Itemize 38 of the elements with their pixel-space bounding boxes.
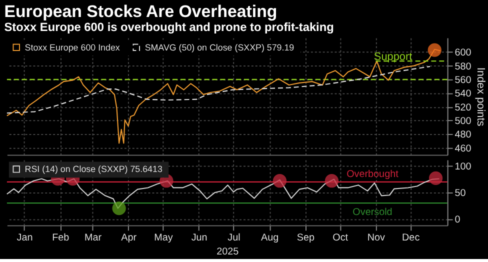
y-tick-label: 0 (454, 214, 461, 226)
chart-subtitle: Stoxx Europe 600 is overbought and prone to profit-taking (4, 20, 334, 34)
point (324, 174, 339, 188)
x-tick-label: Feb (52, 232, 70, 244)
y-tick-label: 520 (454, 102, 472, 114)
point (272, 174, 287, 188)
y-tick-label: 100 (454, 162, 472, 173)
legend-label: SMAVG (50) on Close (SXXP) 579.19 (144, 42, 294, 52)
legend-label: RSI (14) on Close (SXXP) 75.6413 (24, 164, 162, 174)
line-series (6, 66, 431, 114)
y-tick-label: 540 (454, 88, 472, 100)
x-tick-label: Apr (121, 232, 138, 244)
annotation: Support (374, 50, 412, 63)
ref-line-label: Oversold (352, 206, 392, 218)
x-tick-label: Oct (332, 232, 348, 244)
x-tick-label: Sep (296, 232, 315, 244)
x-tick-label: Nov (367, 232, 386, 244)
x-tick-label: Jul (228, 232, 240, 244)
x-axis-title: 2025 (216, 246, 240, 258)
x-tick-label: May (154, 232, 173, 244)
y-tick-label: 600 (454, 48, 472, 59)
y-tick-label: 50 (454, 188, 466, 199)
x-tick-label: Dec (402, 232, 420, 244)
chart-title: European Stocks Are Overheating (4, 2, 278, 21)
x-tick-label: Aug (261, 232, 279, 244)
y-tick-label: 480 (454, 130, 472, 141)
point (428, 171, 443, 186)
y-tick-label: 460 (454, 143, 472, 154)
point (112, 202, 126, 216)
x-tick-label: Mar (84, 232, 102, 244)
y-tick-label: 580 (454, 61, 472, 72)
x-tick-label: Jan (16, 232, 33, 244)
ref-line-label: Overbought (346, 168, 399, 180)
x-tick-label: Jun (191, 232, 208, 244)
y-tick-label: 560 (454, 74, 472, 86)
y-tick-label: 500 (454, 116, 472, 128)
y-axis-title: Index points (474, 67, 486, 127)
legend-label: Stoxx Europe 600 Index (24, 42, 120, 52)
